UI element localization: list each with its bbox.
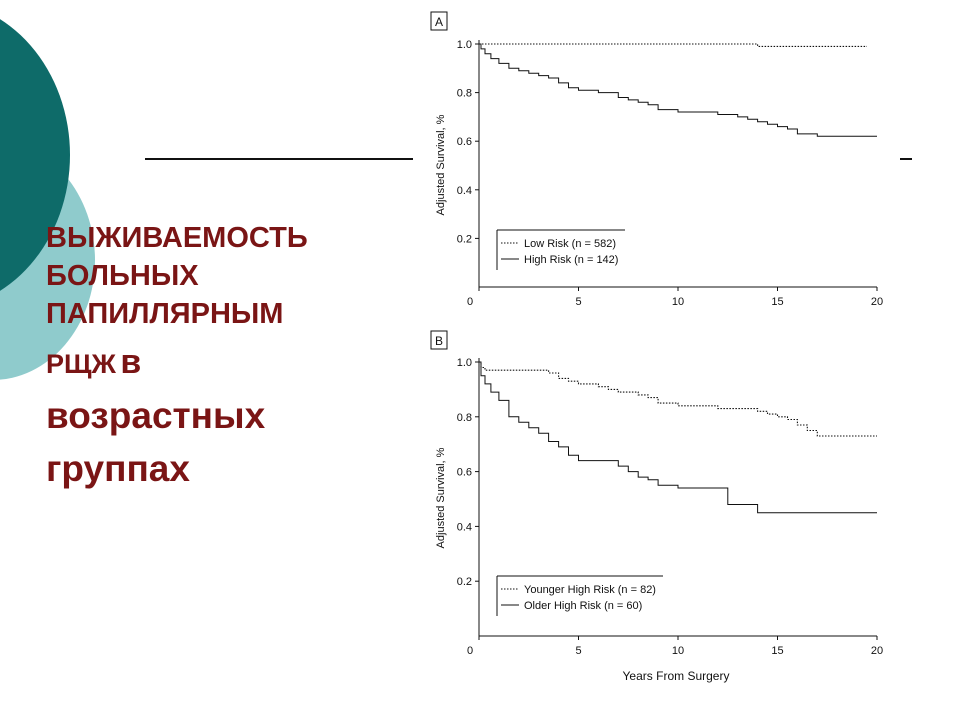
legend-label: High Risk (n = 142) (524, 254, 618, 266)
slide-title: ВЫЖИВАЕМОСТЬ БОЛЬНЫХ ПАПИЛЛЯРНЫМ РЩЖ в в… (46, 222, 406, 489)
title-preposition: в (120, 343, 142, 381)
y-axis-label: Adjusted Survival, % (435, 447, 447, 548)
title-line-5: возрастных (46, 395, 266, 436)
title-rule-left (145, 158, 413, 160)
y-tick-label: 0.6 (457, 136, 472, 148)
series-line-2 (479, 43, 877, 137)
title-line-2: БОЛЬНЫХ (46, 260, 199, 292)
x-tick-label: 10 (672, 645, 684, 657)
series-line-1 (479, 361, 877, 437)
legend-label: Low Risk (n = 582) (524, 238, 616, 250)
x-tick-label: 0 (467, 645, 473, 657)
x-tick-label: 5 (575, 645, 581, 657)
panel-label: B (435, 334, 443, 348)
title-line-1: ВЫЖИВАЕМОСТЬ (46, 222, 308, 254)
title-abbr: РЩЖ (46, 349, 116, 379)
y-tick-label: 0.2 (457, 233, 472, 245)
series-line-1 (479, 43, 867, 47)
chart-panel-b: B 0.2 0.4 0.6 0.8 1.0 0 5 10 15 20 Adjusted Surviva… (430, 330, 883, 683)
legend-background (497, 230, 625, 270)
title-rule-right (900, 158, 912, 160)
x-tick-label: 10 (672, 296, 684, 308)
title-line-3: ПАПИЛЛЯРНЫМ (46, 298, 284, 330)
legend-background (497, 576, 663, 616)
series-line-2 (479, 361, 877, 514)
y-axis-label: Adjusted Survival, % (435, 114, 447, 215)
y-tick-label: 0.8 (457, 88, 472, 100)
x-tick-label: 15 (771, 645, 783, 657)
legend-label: Older High Risk (n = 60) (524, 600, 642, 612)
y-tick-label: 0.2 (457, 576, 472, 588)
x-axis-label: Years From Surgery (623, 669, 730, 683)
x-tick-label: 0 (467, 296, 473, 308)
x-tick-label: 15 (771, 296, 783, 308)
x-tick-label: 20 (871, 645, 883, 657)
y-tick-label: 1.0 (457, 39, 472, 51)
x-tick-label: 5 (575, 296, 581, 308)
y-tick-label: 0.8 (457, 412, 472, 424)
y-tick-label: 0.6 (457, 467, 472, 479)
panel-label-box (430, 330, 448, 350)
title-line-6: группах (46, 448, 190, 489)
y-tick-label: 0.4 (457, 521, 472, 533)
legend-label: Younger High Risk (n = 82) (524, 584, 656, 596)
x-tick-label: 20 (871, 296, 883, 308)
panel-label-box (430, 11, 448, 31)
title-line-4: РЩЖ в (46, 345, 406, 379)
y-tick-label: 1.0 (457, 357, 472, 369)
chart-panel-a: A 0.2 0.4 0.6 0.8 1.0 0 5 10 15 20 Adjusted Surviva… (430, 11, 883, 308)
y-tick-label: 0.4 (457, 185, 472, 197)
panel-label: A (435, 15, 443, 29)
